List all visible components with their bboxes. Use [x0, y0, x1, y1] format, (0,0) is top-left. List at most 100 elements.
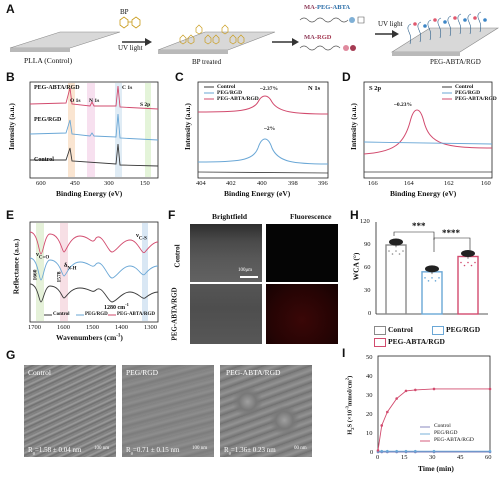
bp-film [157, 31, 276, 51]
h-sig-bracket-1 [393, 231, 435, 252]
e-band-co [36, 223, 44, 321]
e-legend-control: Control [53, 312, 70, 317]
series-e-peg-rgd [29, 257, 159, 281]
c-xtick-398: 398 [288, 180, 298, 187]
s2p-band [145, 83, 151, 177]
series-e-peg-abta [29, 231, 159, 255]
series-b-peg-abta [29, 85, 159, 110]
h-droplet-icon [389, 238, 403, 246]
f-row-peg-abta: PEG-ABTA/RGD [170, 287, 179, 341]
h-ytick-90: 90 [364, 241, 371, 248]
panel-letter-e: E [6, 208, 15, 222]
bp-molecules-on-film [179, 24, 245, 45]
i-point [488, 387, 492, 391]
ma-peg-abta-chain [299, 16, 365, 24]
i-legend-control: Control [434, 423, 451, 429]
d-legend-control: Control [455, 84, 474, 90]
d-tag: S 2p [369, 85, 382, 92]
series-c-peg-abta [197, 95, 329, 115]
chart-e-frame [29, 221, 159, 323]
g-title-peg-rgd: PEG/RGD [126, 368, 159, 377]
coated-brushes [407, 11, 482, 45]
h-sig-bracket-2 [433, 237, 471, 250]
chart-d-s2p [363, 81, 493, 179]
c-legend-control: Control [217, 84, 236, 90]
h-data-point [427, 280, 430, 282]
f-scale-label: 100μm [238, 268, 253, 273]
i-ytick-30: 30 [366, 392, 373, 399]
c-ylabel: Intensity (a.u.) [182, 103, 192, 150]
arrow-2-head [292, 38, 299, 46]
e-xtick-1600: 1600 [57, 324, 70, 331]
b-line-label-control: Control [34, 157, 54, 163]
h-data-point [470, 264, 473, 267]
d-ylabel: Intensity (a.u.) [348, 103, 358, 150]
d-xtick-160: 160 [481, 180, 491, 187]
e-legend-peg-abta: PEG-ABTA/RGD [117, 312, 155, 317]
e-band-nh-label: δN-H [64, 262, 77, 272]
e-legend-peg-rgd: PEG/RGD [85, 312, 108, 317]
f-brightfield-control-image [190, 224, 262, 282]
chart-h-wca [375, 222, 488, 315]
h-legend-peg-abta-swatch [374, 338, 386, 347]
c-xtick-404: 404 [196, 180, 206, 187]
h-data-point [467, 261, 469, 264]
i-point [488, 449, 492, 453]
chart-c-n1s [197, 81, 329, 179]
i-point [414, 388, 417, 392]
chart-b-xps-survey [29, 81, 159, 179]
panel-letter-i: I [342, 346, 346, 360]
h-data-point [438, 277, 440, 279]
series-e-control [29, 283, 159, 303]
series-b-peg-rgd [29, 113, 159, 141]
b-line-label-peg-abta: PEG-ABTA/RGD [34, 85, 80, 91]
h-data-point [474, 261, 476, 264]
series-c-peg-rgd [197, 138, 329, 165]
g-afm-peg-abta [220, 365, 312, 457]
series-d-peg-abta [363, 109, 493, 155]
plla-film-edge [10, 48, 70, 52]
i-ytick-50: 50 [366, 354, 373, 361]
e-xtick-1500: 1500 [86, 324, 99, 331]
f-brightfield-peg-abta-image [190, 284, 262, 344]
panel-a-schematic [9, 11, 500, 56]
i-point [380, 449, 384, 453]
d-annotation: ~0.23% [394, 102, 412, 108]
bp-molecule-icon [119, 16, 141, 29]
step1-label: PLLA (Control) [24, 56, 73, 65]
i-ytick-10: 10 [366, 430, 373, 437]
h-legend-peg-abta: PEG-ABTA/RGD [388, 337, 445, 346]
h-legend-control-swatch [374, 326, 386, 335]
step2-label: BP treated [192, 58, 222, 66]
d-xtick-166: 166 [368, 180, 378, 187]
i-ytick-40: 40 [366, 373, 373, 380]
c-annotation-2: ~2% [264, 126, 276, 132]
i-point [395, 397, 398, 400]
i-xtick-0: 0 [376, 454, 380, 461]
i-point [395, 449, 398, 453]
g-title-control: Control [28, 368, 51, 377]
ma-rgd-label: MA-RGD [304, 34, 332, 41]
arrow-1-head [145, 38, 152, 46]
panel-letter-b: B [6, 70, 15, 84]
g-afm-peg-rgd [122, 365, 214, 457]
f-fluorescence-control-image [266, 224, 338, 282]
h-data-point [398, 253, 401, 255]
b-xtick-300: 300 [104, 180, 114, 187]
d-xtick-164: 164 [404, 180, 414, 187]
h-legend-peg-rgd: PEG/RGD [446, 325, 481, 334]
h-data-point [391, 253, 394, 255]
f-scale-bar [240, 276, 258, 278]
h-data-point [402, 250, 404, 252]
d-legend-peg-abta: PEG-ABTA/RGD [455, 96, 497, 102]
chart-d-frame [363, 81, 493, 179]
h-ytick-0: 0 [368, 310, 372, 317]
g-ra-peg-rgd: Ra=0.71 ± 0.15 nm [126, 446, 180, 457]
arrow-3-head [392, 30, 399, 38]
plla-film [9, 31, 121, 49]
i-point [414, 449, 417, 453]
series-d-peg-rgd [363, 141, 493, 145]
g-ra-control: Ra=1.58 ± 0.04 nm [28, 446, 82, 457]
i-xtick-15: 15 [401, 454, 408, 461]
i-xlabel: Time (min) [418, 464, 454, 473]
